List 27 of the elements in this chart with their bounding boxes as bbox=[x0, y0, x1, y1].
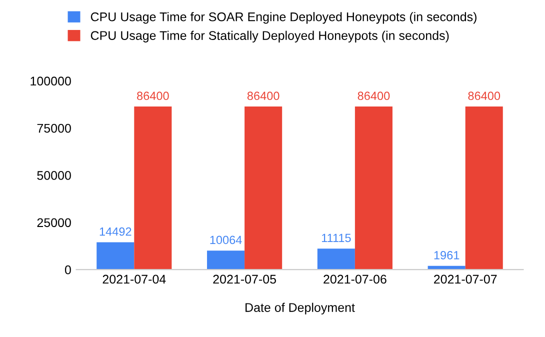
data-label: 10064 bbox=[210, 236, 242, 244]
data-label: 11115 bbox=[322, 234, 351, 242]
x-tick-label: 2021-07-07 bbox=[434, 274, 497, 284]
x-tick-label: 2021-07-06 bbox=[324, 274, 386, 284]
bar bbox=[465, 106, 503, 270]
bar bbox=[244, 106, 282, 270]
data-label: 86400 bbox=[137, 92, 169, 100]
x-axis-title: Date of Deployment bbox=[246, 302, 355, 314]
y-tick-label: 0 bbox=[64, 265, 71, 274]
x-tick-label: 2021-07-04 bbox=[102, 274, 166, 284]
y-tick-label: 75000 bbox=[37, 124, 71, 133]
bar bbox=[207, 250, 245, 270]
y-tick-label: 100000 bbox=[30, 76, 71, 86]
x-tick-label: 2021-07-05 bbox=[213, 274, 276, 284]
bar bbox=[354, 106, 392, 270]
data-label: 14492 bbox=[100, 227, 132, 236]
y-tick-label: 50000 bbox=[37, 171, 71, 180]
data-label: 86400 bbox=[358, 92, 390, 100]
bar bbox=[96, 242, 134, 270]
legend-label: CPU Usage Time for Statically Deployed Honeypots (in seconds) bbox=[90, 30, 449, 42]
data-label: 1961 bbox=[434, 251, 460, 260]
bar bbox=[317, 248, 355, 270]
data-label: 86400 bbox=[247, 92, 280, 100]
bar bbox=[134, 106, 172, 270]
legend-label: CPU Usage Time for SOAR Engine Deployed Honeypots (in seconds) bbox=[90, 12, 476, 24]
y-tick-label: 25000 bbox=[37, 218, 71, 228]
data-label: 86400 bbox=[468, 92, 500, 100]
